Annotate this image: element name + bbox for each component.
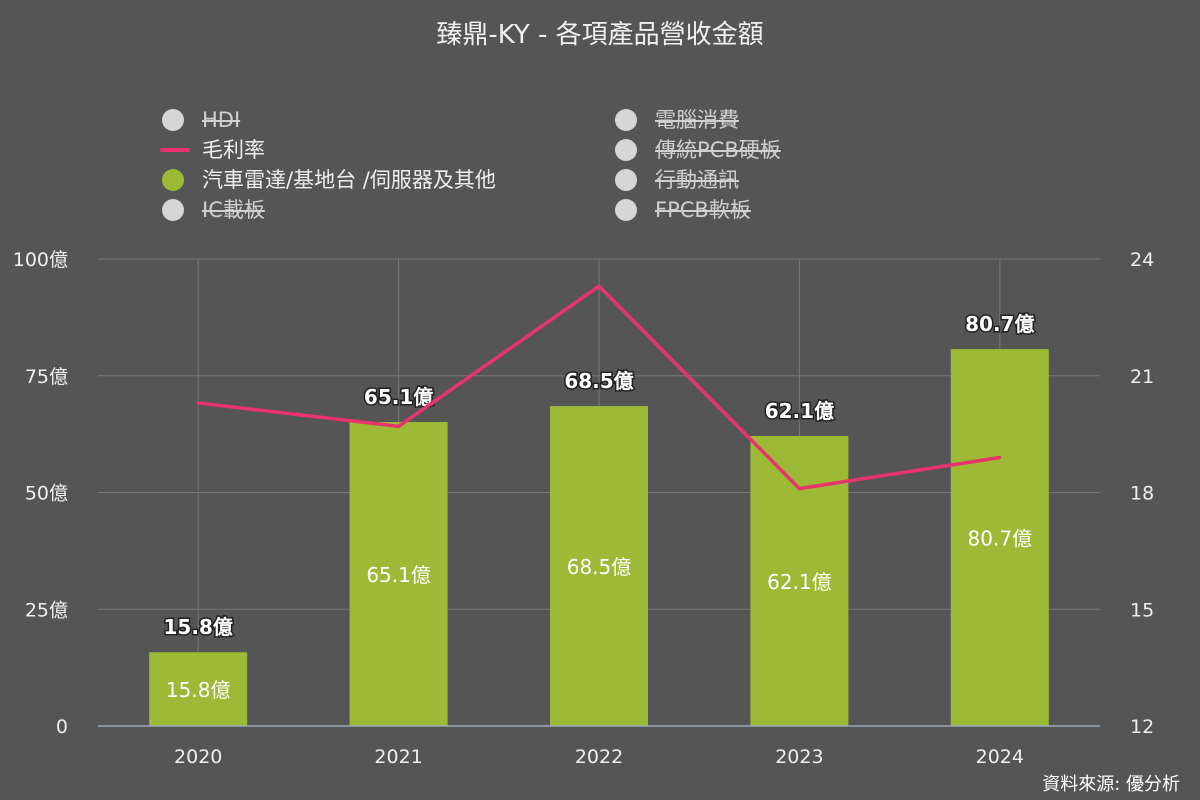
bar-data-label-top: 80.7億 <box>965 312 1034 336</box>
bar-data-label-top: 62.1億 <box>765 399 834 423</box>
legend-item-label: 毛利率 <box>202 138 265 162</box>
y-right-tick-label: 21 <box>1130 366 1154 388</box>
line-point <box>196 401 200 405</box>
legend-dot-marker-icon <box>162 199 184 221</box>
y-right-tick-label: 24 <box>1130 249 1154 271</box>
legend-line-marker-icon <box>160 148 190 152</box>
line-point <box>597 284 601 288</box>
line-point <box>998 455 1002 459</box>
bar-data-label-inside: 62.1億 <box>767 570 832 594</box>
legend-item-label: 電腦消費 <box>655 108 739 132</box>
legend-item-label: IC載板 <box>202 198 265 222</box>
y-right-tick-label: 15 <box>1130 599 1154 621</box>
chart-title: 臻鼎-KY - 各項產品營收金額 <box>436 20 764 50</box>
x-tick-label: 2022 <box>575 746 623 768</box>
bar-data-label-inside: 68.5億 <box>567 555 632 579</box>
legend-dot-marker-icon <box>162 109 184 131</box>
legend-item-label: 行動通訊 <box>655 168 739 192</box>
y-left-tick-label: 100億 <box>13 249 68 271</box>
x-tick-label: 2024 <box>976 746 1024 768</box>
y-right-tick-label: 12 <box>1130 716 1154 738</box>
legend-dot-marker-icon <box>615 199 637 221</box>
bar <box>950 349 1049 726</box>
x-tick-label: 2021 <box>374 746 422 768</box>
legend-item-label: FPCB軟板 <box>655 198 751 222</box>
bar-data-label-top: 15.8億 <box>164 615 233 639</box>
legend-dot-marker-icon <box>162 169 184 191</box>
bar <box>550 406 648 726</box>
y-left-tick-label: 0 <box>56 716 68 738</box>
y-left-tick-label: 50億 <box>25 483 68 505</box>
legend-dot-marker-icon <box>615 169 637 191</box>
y-left-tick-label: 25億 <box>25 599 68 621</box>
line-point <box>397 424 401 428</box>
bar-data-label-inside: 65.1億 <box>366 563 431 587</box>
y-left-tick-label: 75億 <box>25 366 68 388</box>
source-note: 資料來源: 優分析 <box>1042 774 1180 795</box>
x-tick-label: 2020 <box>174 746 222 768</box>
bar-data-label-top: 68.5億 <box>564 369 633 393</box>
bar-data-label-inside: 80.7億 <box>968 527 1033 551</box>
bar <box>149 652 248 726</box>
line-point <box>797 487 801 491</box>
y-right-tick-label: 18 <box>1130 483 1154 505</box>
legend-item-label: 汽車雷達/基地台 /伺服器及其他 <box>202 168 496 192</box>
legend-dot-marker-icon <box>615 109 637 131</box>
legend-dot-marker-icon <box>615 139 637 161</box>
bar <box>349 421 448 726</box>
legend-item-label: HDI <box>202 108 241 132</box>
bar-data-label-inside: 15.8億 <box>166 678 231 702</box>
legend-item-label: 傳統PCB硬板 <box>655 138 781 162</box>
bar-data-label-top: 65.1億 <box>364 385 433 409</box>
x-tick-label: 2023 <box>775 746 823 768</box>
